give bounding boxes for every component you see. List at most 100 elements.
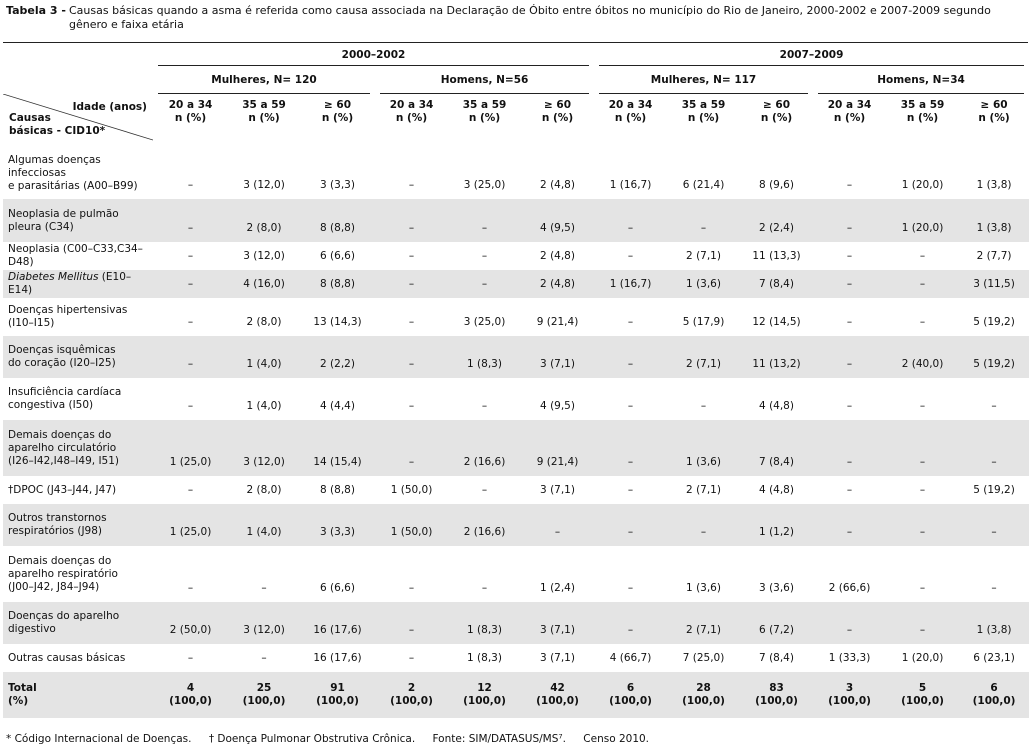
table-cell: – [448,270,521,298]
table-cell: 3 (7,1) [540,651,575,664]
table-cell: – [627,316,634,328]
table-cell: – [959,420,1030,476]
table-cell: – [594,336,668,378]
table-cell: 3 (12,0) [228,420,300,476]
table-cell: – [813,602,887,644]
table-cell: 9 (21,4) [521,420,595,476]
table-cell: 2 (7,1) [686,483,721,496]
table-cell: – [375,270,448,298]
table-cell: – [594,199,668,242]
table-cell: – [408,179,415,191]
table-cell: – [408,400,415,412]
table-label: Tabela 3 - [6,4,66,17]
table-cell: – [187,400,194,412]
total-label: Total (%) [3,672,153,718]
table-cell: 1 (4,0) [228,504,300,546]
table-cell: 7 (8,4) [759,651,794,664]
data-table: 2000–2002 2007–2009 Mulheres, N= 120 Hom… [3,44,1030,718]
table-cell: 3 (25,0) [463,179,506,191]
table-cell: 3 (3,3) [320,179,355,191]
table-cell: – [261,651,267,664]
total-cell: 42 (100,0) [521,672,595,718]
group-header-row: Mulheres, N= 120 Homens, N=56 Mulheres, … [3,66,1029,94]
total-cell: 3 (100,0) [813,672,887,718]
table-cell: 6 (23,1) [973,651,1015,664]
table-cell: – [627,582,634,594]
table-cell: 1 (50,0) [390,483,433,496]
corner-header: Idade (anos) Causas básicas - CID10* [3,94,153,142]
table-cell: 3 (7,1) [540,483,575,496]
table-cell: 4 (4,8) [759,483,794,496]
table-cell: – [667,504,741,546]
table-cell: 1 (3,6) [667,420,741,476]
period-2000-2002: 2000–2002 [153,44,594,66]
age-group-header: 20 a 34 n (%) [827,99,872,124]
age-group-header: 35 a 59 n (%) [900,99,945,124]
group-header: Homens, N=34 [813,66,1029,94]
period-2007-2009: 2007–2009 [594,44,1029,66]
table-cell: – [153,199,228,242]
table-row: Demais doenças do aparelho respiratório (J… [3,546,1029,602]
table-cell: 1 (3,8) [959,602,1030,644]
table-cell: 1 (8,3) [448,336,521,378]
top-rule [3,42,1028,43]
table-cell: 2 (16,6) [448,420,521,476]
table-row: Neoplasia (C00–C33,C34–D48) – 3 (12,0) 6 (6… [3,242,1029,270]
age-group-header: 35 a 59 n (%) [242,99,286,124]
table-cell: 7 (8,4) [740,270,814,298]
table-cell: 6 (6,6) [320,582,355,594]
table-cell: – [627,400,634,412]
table-cell: – [919,316,926,328]
table-cell: 2 (7,1) [686,249,721,262]
table-row: Demais doenças do aparelho circulatório (I… [3,420,1030,476]
table-cell: 2 (7,1) [667,602,741,644]
table-cell: 16 (17,6) [300,602,375,644]
table-row: Doenças hipertensivas (I10–I15) – 2 (8,0) 13… [3,298,1029,336]
age-group-header: 35 a 59 n (%) [681,99,726,124]
table-cell: – [886,270,960,298]
table-cell: – [375,420,448,476]
table-cell: 1 (20,0) [886,199,960,242]
table-cell: 2 (40,0) [886,336,960,378]
table-cell: 1 (16,7) [594,270,668,298]
total-cell: 91 (100,0) [300,672,375,718]
table-row: Algumas doenças infecciosas e parasitária… [3,147,1029,199]
table-cell: – [991,400,997,412]
diagonal-divider [3,94,153,141]
table-cell: 5 (19,2) [973,483,1015,496]
age-group-header: ≥ 60 n (%) [321,99,354,124]
total-cell: 6 (100,0) [594,672,668,718]
age-group-header: ≥ 60 n (%) [978,99,1010,124]
table-cell: 5 (19,2) [959,336,1030,378]
table-cell: 11 (13,3) [752,249,801,262]
table-cell: 8 (8,8) [300,270,375,298]
table-cell: 3 (7,1) [521,336,595,378]
table-cell: 9 (21,4) [536,316,579,328]
age-group-header: 20 a 34 n (%) [389,99,434,124]
table-cell: – [813,336,887,378]
table-title: Causas básicas quando a asma é referida … [69,4,991,31]
table-cell: – [959,504,1030,546]
table-cell: 2 (4,8) [521,270,595,298]
group-header: Mulheres, N= 120 [153,66,375,94]
table-row: Insuficiência cardíaca congestiva (I50) – 1… [3,378,1029,420]
table-row: Diabetes Mellitus (E10–E14) –4 (16,0) 8 (8… [3,270,1030,298]
table-cell: 12 (14,5) [752,316,801,328]
table-cell: – [667,199,741,242]
table-cell: – [375,602,448,644]
table-cell: – [846,316,853,328]
table-cell: 14 (15,4) [300,420,375,476]
table-row: †DPOC (J43–J44, J47) – 2 (8,0) 8 (8,8) 1 (50… [3,476,1029,504]
row-label: †DPOC (J43–J44, J47) [8,483,117,496]
row-label: Outras causas básicas [8,651,126,664]
table-cell: – [187,582,194,594]
row-label: Outros transtornos respiratórios (J98) [3,504,153,546]
table-cell: – [627,249,634,262]
table-cell: – [187,179,194,191]
table-row: Neoplasia de pulmão pleura (C34) –2 (8,0) 8… [3,199,1030,242]
table-cell: 11 (13,2) [740,336,814,378]
table-cell: – [919,483,926,496]
table-cell: 4 (4,8) [759,400,794,412]
table-cell: – [919,582,926,594]
table-cell: 2 (4,8) [540,249,575,262]
